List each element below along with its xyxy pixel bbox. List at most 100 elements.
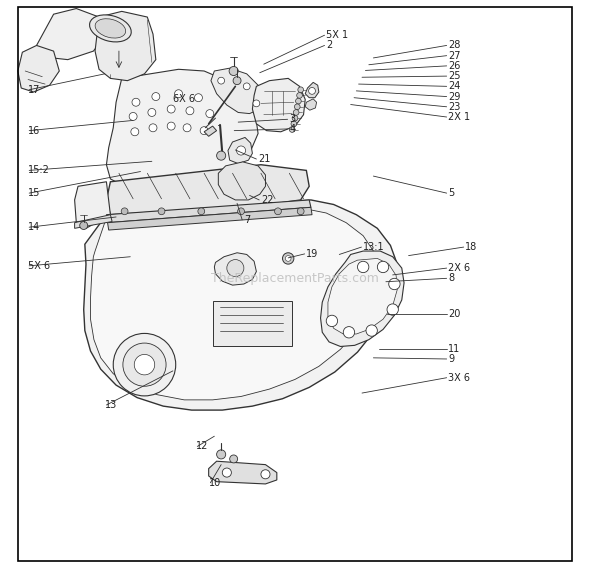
Text: 5X 1: 5X 1: [326, 30, 348, 40]
Ellipse shape: [95, 19, 126, 38]
Polygon shape: [214, 253, 257, 285]
Circle shape: [233, 77, 241, 85]
Text: 7: 7: [244, 215, 250, 225]
Text: 10: 10: [209, 478, 221, 488]
Circle shape: [387, 304, 398, 315]
Circle shape: [129, 112, 137, 120]
Circle shape: [217, 450, 226, 459]
Circle shape: [149, 124, 157, 132]
Circle shape: [167, 122, 175, 130]
Text: 5: 5: [448, 188, 455, 198]
Text: 27: 27: [448, 51, 461, 61]
Circle shape: [274, 208, 281, 215]
Text: 17: 17: [28, 85, 40, 95]
Text: 4: 4: [289, 124, 296, 134]
Circle shape: [230, 455, 238, 463]
Text: 29: 29: [448, 91, 461, 102]
Circle shape: [218, 77, 225, 84]
Text: 20: 20: [448, 308, 461, 319]
Circle shape: [131, 128, 139, 136]
Circle shape: [297, 93, 303, 98]
Text: 15:2: 15:2: [28, 165, 50, 176]
Circle shape: [200, 127, 208, 135]
Circle shape: [291, 121, 297, 127]
Polygon shape: [228, 137, 253, 164]
Circle shape: [297, 208, 304, 215]
Text: 13:1: 13:1: [363, 242, 385, 252]
Circle shape: [289, 127, 295, 132]
Circle shape: [296, 98, 301, 104]
Circle shape: [183, 124, 191, 132]
Circle shape: [389, 278, 400, 290]
Polygon shape: [74, 215, 112, 228]
Circle shape: [158, 208, 165, 215]
Circle shape: [378, 261, 389, 273]
Polygon shape: [106, 69, 258, 186]
Text: 5X 6: 5X 6: [28, 261, 50, 271]
Text: 2X 1: 2X 1: [448, 112, 470, 122]
Text: 24: 24: [448, 81, 461, 91]
Circle shape: [253, 100, 260, 107]
Text: 2X 6: 2X 6: [448, 263, 470, 273]
Circle shape: [294, 104, 300, 110]
Polygon shape: [218, 162, 266, 200]
Polygon shape: [328, 258, 397, 334]
Bar: [212, 301, 292, 346]
Text: TheReplacementParts.com: TheReplacementParts.com: [211, 272, 379, 285]
Circle shape: [286, 256, 291, 261]
Polygon shape: [305, 99, 317, 110]
Circle shape: [217, 151, 226, 160]
Polygon shape: [95, 11, 156, 81]
Circle shape: [298, 87, 303, 93]
Polygon shape: [320, 251, 404, 346]
Circle shape: [121, 208, 128, 215]
Circle shape: [167, 105, 175, 113]
Text: 13: 13: [104, 400, 117, 410]
Text: 23: 23: [448, 102, 461, 112]
Circle shape: [229, 66, 238, 76]
Circle shape: [195, 94, 202, 102]
Text: 14: 14: [28, 222, 40, 232]
Circle shape: [206, 110, 214, 118]
Text: 9: 9: [448, 354, 454, 364]
Ellipse shape: [90, 15, 131, 42]
Circle shape: [227, 260, 244, 277]
Polygon shape: [18, 45, 59, 92]
Text: 18: 18: [466, 242, 478, 252]
Text: 25: 25: [448, 71, 461, 81]
Polygon shape: [204, 126, 217, 136]
Text: 3: 3: [289, 114, 296, 124]
Circle shape: [148, 108, 156, 116]
Text: 12: 12: [196, 441, 208, 452]
Polygon shape: [253, 78, 305, 132]
Circle shape: [243, 83, 250, 90]
Circle shape: [237, 146, 245, 155]
Text: 26: 26: [448, 61, 461, 71]
Polygon shape: [37, 9, 104, 60]
Polygon shape: [106, 200, 311, 223]
Circle shape: [132, 98, 140, 106]
Text: 6X 6: 6X 6: [173, 94, 195, 105]
Circle shape: [198, 208, 205, 215]
Text: 8: 8: [448, 273, 454, 283]
Text: 28: 28: [448, 40, 461, 51]
Circle shape: [238, 208, 244, 215]
Polygon shape: [90, 209, 379, 400]
Text: 2: 2: [326, 40, 333, 51]
Text: 11: 11: [448, 344, 461, 354]
Text: 16: 16: [28, 126, 40, 136]
Circle shape: [113, 333, 176, 396]
Polygon shape: [211, 68, 262, 114]
Text: 21: 21: [258, 154, 270, 164]
Text: 3X 6: 3X 6: [448, 373, 470, 383]
Polygon shape: [106, 165, 309, 215]
Polygon shape: [107, 207, 312, 230]
Circle shape: [326, 315, 337, 327]
Polygon shape: [74, 182, 110, 228]
Circle shape: [358, 261, 369, 273]
Circle shape: [222, 468, 231, 477]
Circle shape: [123, 343, 166, 386]
Circle shape: [135, 354, 155, 375]
Text: 22: 22: [261, 195, 273, 205]
Text: 15: 15: [28, 188, 40, 198]
